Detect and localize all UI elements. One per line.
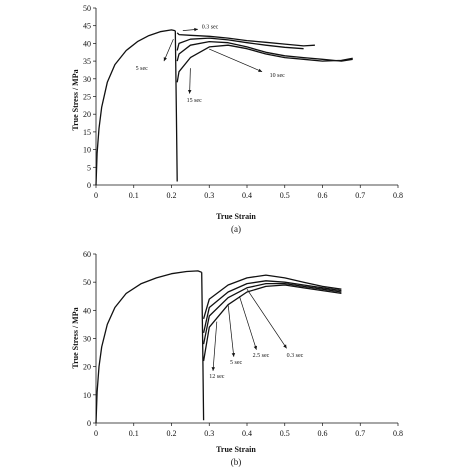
chart-b-y-tick-label: 60 [83,250,91,259]
chart-b-series-line-3 [202,284,342,362]
chart-a-panel-label: (a) [231,224,241,234]
chart-a-y-tick-label: 25 [83,93,91,102]
chart-a-x-tick-label: 0.8 [393,191,403,200]
chart-a-ylabel: True Stress / MPa [71,69,80,130]
chart-a-annotation-arrow [209,48,263,73]
chart-a-series-line-2 [176,40,353,62]
chart-b-x-tick-label: 0.6 [318,429,328,438]
chart-a-annotation-label: 10 sec [270,73,285,79]
chart-a-annotation-arrow [189,68,191,94]
chart-b-annotation-arrow [212,321,218,371]
chart-a-annotation-arrowhead [258,68,263,72]
chart-b-annotation-arrowhead [231,353,236,357]
chart-a-y-tick-label: 35 [83,57,91,66]
chart-a-x-tick-label: 0.1 [129,191,139,200]
chart-a-x-tick-label: 0 [94,191,98,200]
chart-b-annotation-arrow [227,304,235,357]
chart-a-y-tick-label: 45 [83,22,91,31]
chart-a-x-tick-label: 0.3 [204,191,214,200]
chart-b-annotation-arrowhead [283,344,287,349]
chart-b-annotation-label: 0.3 sec [287,353,304,359]
chart-a-x-tick-label: 0.2 [167,191,177,200]
chart-b-annotation-label: 12 sec [209,374,224,380]
chart-b-x-tick-label: 0 [94,429,98,438]
chart-b-y-tick-label: 10 [83,391,91,400]
chart-a-annotation-arrowhead [194,27,198,32]
chart-b-x-tick-label: 0.2 [167,429,177,438]
chart-a-annotation-label: 5 sec [136,66,148,72]
chart-b-xlabel: True Strain [216,445,256,454]
chart-b-annotation-arrowhead [211,367,216,371]
chart-b-y-tick-label: 40 [83,306,91,315]
chart-a-unloading-line [174,30,178,182]
chart-a-x-tick-label: 0.6 [318,191,328,200]
chart-b-x-tick-label: 0.8 [393,429,403,438]
chart-b-y-tick-label: 50 [83,278,91,287]
chart-b-panel-label: (b) [231,457,242,467]
chart-b-x-tick-label: 0.1 [129,429,139,438]
chart-a-y-tick-label: 15 [83,128,91,137]
chart-a: True Strain True Stress / MPa (a) 0 0.1 0.… [71,4,403,234]
chart-a-xlabel: True Strain [216,212,256,221]
chart-b-first-loading-line [95,270,202,424]
chart-b-series-line-2 [202,282,342,345]
chart-b-unloading-line [201,272,205,421]
chart-b-annotation-label: 5 sec [230,360,242,366]
chart-b-annotation-label: 2.5 sec [253,353,270,359]
chart-a-x-tick-label: 0.4 [242,191,252,200]
chart-b-series-line-1 [202,280,342,334]
chart-a-x-tick-label: 0.5 [280,191,290,200]
chart-b: True Strain True Stress / MPa (b) 0 0.1 0.… [71,250,403,467]
chart-a-annotation-label: 15 sec [187,98,202,104]
chart-a-y-tick-label: 50 [83,4,91,13]
chart-b-y-tick-label: 30 [83,335,91,344]
chart-b-x-tick-label: 0.5 [280,429,290,438]
chart-a-series-line-3 [176,44,353,83]
chart-b-ylabel: True Stress / MPa [71,307,80,368]
chart-b-annotation-arrow [246,289,287,349]
chart-b-y-tick-label: 20 [83,363,91,372]
chart-b-annotation-arrow [239,296,257,350]
chart-b-annotation-arrowhead [253,345,258,350]
chart-b-series-line-0 [202,274,342,319]
chart-a-annotation-arrowhead [163,57,167,62]
chart-a-y-tick-label: 10 [83,146,91,155]
chart-a-series-line-1 [176,37,304,51]
chart-b-x-tick-label: 0.7 [355,429,365,438]
chart-a-annotation-arrowhead [187,90,192,94]
chart-a-y-tick-label: 0 [87,181,91,190]
chart-b-y-tick-label: 0 [87,419,91,428]
chart-a-y-tick-label: 30 [83,75,91,84]
chart-a-series-line-0 [176,32,315,47]
chart-a-y-tick-label: 20 [83,110,91,119]
chart-a-annotation-arrow [163,39,174,62]
chart-a-y-tick-label: 5 [87,163,91,172]
chart-a-x-tick-label: 0.7 [355,191,365,200]
chart-b-x-tick-label: 0.4 [242,429,252,438]
chart-a-annotation-label: 0.3 sec [202,25,219,31]
chart-a-first-loading-line [95,29,176,186]
chart-a-y-tick-label: 40 [83,39,91,48]
chart-b-x-tick-label: 0.3 [204,429,214,438]
